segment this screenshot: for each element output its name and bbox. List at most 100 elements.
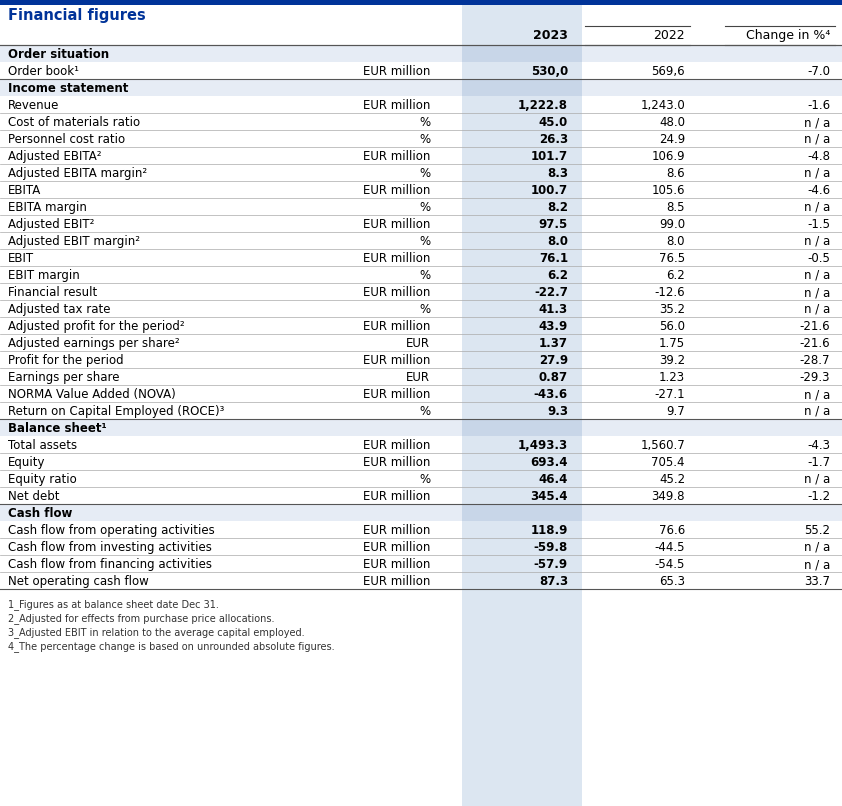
Text: Adjusted tax rate: Adjusted tax rate [8, 303, 110, 316]
Text: 6.2: 6.2 [547, 269, 568, 282]
Text: 9.7: 9.7 [666, 405, 685, 418]
Text: 87.3: 87.3 [539, 575, 568, 588]
Text: EBITA margin: EBITA margin [8, 201, 87, 214]
Text: 9.3: 9.3 [547, 405, 568, 418]
Text: Change in %⁴: Change in %⁴ [746, 29, 830, 42]
Text: 56.0: 56.0 [659, 320, 685, 333]
Text: 118.9: 118.9 [530, 524, 568, 537]
Bar [582, 504, 842, 521]
Text: n / a: n / a [804, 541, 830, 554]
Text: -7.0: -7.0 [807, 65, 830, 78]
Text: 0.87: 0.87 [539, 371, 568, 384]
Text: 569,6: 569,6 [652, 65, 685, 78]
Text: 1.37: 1.37 [539, 337, 568, 350]
Bar [582, 419, 842, 436]
Text: EUR million: EUR million [363, 286, 430, 299]
Text: 39.2: 39.2 [659, 354, 685, 367]
Bar [462, 79, 582, 96]
Text: EUR million: EUR million [363, 150, 430, 163]
Bar [0, 45, 462, 62]
Text: EUR: EUR [406, 337, 430, 350]
Text: -12.6: -12.6 [654, 286, 685, 299]
Text: Balance sheet¹: Balance sheet¹ [8, 422, 107, 435]
Text: 27.9: 27.9 [539, 354, 568, 367]
Text: 99.0: 99.0 [659, 218, 685, 231]
Text: 48.0: 48.0 [659, 116, 685, 129]
Text: 1,493.3: 1,493.3 [518, 439, 568, 452]
Text: 349.8: 349.8 [652, 490, 685, 503]
Text: 8.0: 8.0 [667, 235, 685, 248]
Text: Adjusted EBIT²: Adjusted EBIT² [8, 218, 94, 231]
Bar [582, 45, 842, 62]
Text: 8.3: 8.3 [547, 167, 568, 180]
Text: EUR million: EUR million [363, 490, 430, 503]
Text: 97.5: 97.5 [539, 218, 568, 231]
Text: 76.5: 76.5 [659, 252, 685, 265]
Text: -21.6: -21.6 [799, 320, 830, 333]
Text: Total assets: Total assets [8, 439, 77, 452]
Text: Adjusted EBITA margin²: Adjusted EBITA margin² [8, 167, 147, 180]
Text: Adjusted profit for the period²: Adjusted profit for the period² [8, 320, 184, 333]
Text: n / a: n / a [804, 167, 830, 180]
Text: EUR million: EUR million [363, 99, 430, 112]
Text: Order situation: Order situation [8, 48, 109, 61]
Text: n / a: n / a [804, 473, 830, 486]
Text: 45.2: 45.2 [659, 473, 685, 486]
Text: n / a: n / a [804, 388, 830, 401]
Text: Adjusted earnings per share²: Adjusted earnings per share² [8, 337, 179, 350]
Text: 46.4: 46.4 [539, 473, 568, 486]
Text: EUR: EUR [406, 371, 430, 384]
Text: Personnel cost ratio: Personnel cost ratio [8, 133, 125, 146]
Text: Earnings per share: Earnings per share [8, 371, 120, 384]
Text: Adjusted EBITA²: Adjusted EBITA² [8, 150, 102, 163]
Text: %: % [418, 303, 430, 316]
Text: n / a: n / a [804, 133, 830, 146]
Text: 2023: 2023 [533, 29, 568, 42]
Text: Cash flow: Cash flow [8, 507, 72, 520]
Text: -29.3: -29.3 [800, 371, 830, 384]
Text: %: % [418, 201, 430, 214]
Text: -1.5: -1.5 [807, 218, 830, 231]
Text: EUR million: EUR million [363, 575, 430, 588]
Text: -43.6: -43.6 [534, 388, 568, 401]
Text: -27.1: -27.1 [654, 388, 685, 401]
Text: n / a: n / a [804, 235, 830, 248]
Text: 2022: 2022 [653, 29, 685, 42]
Text: 705.4: 705.4 [652, 456, 685, 469]
Text: 43.9: 43.9 [539, 320, 568, 333]
Text: EBITA: EBITA [8, 184, 41, 197]
Text: 8.0: 8.0 [547, 235, 568, 248]
Text: -0.5: -0.5 [807, 252, 830, 265]
Text: 24.9: 24.9 [658, 133, 685, 146]
Text: %: % [418, 167, 430, 180]
Text: Cash flow from financing activities: Cash flow from financing activities [8, 558, 212, 571]
Text: 8.5: 8.5 [667, 201, 685, 214]
Text: 106.9: 106.9 [652, 150, 685, 163]
Text: Cash flow from operating activities: Cash flow from operating activities [8, 524, 215, 537]
Text: 35.2: 35.2 [659, 303, 685, 316]
Text: -57.9: -57.9 [534, 558, 568, 571]
Text: %: % [418, 269, 430, 282]
Text: EUR million: EUR million [363, 320, 430, 333]
Text: Cash flow from investing activities: Cash flow from investing activities [8, 541, 212, 554]
Text: EBIT: EBIT [8, 252, 35, 265]
Text: -21.6: -21.6 [799, 337, 830, 350]
Text: 1.75: 1.75 [659, 337, 685, 350]
Bar [0, 504, 462, 521]
Bar [0, 79, 462, 96]
Text: 33.7: 33.7 [804, 575, 830, 588]
Text: 26.3: 26.3 [539, 133, 568, 146]
Text: Financial figures: Financial figures [8, 8, 146, 23]
Text: 76.1: 76.1 [539, 252, 568, 265]
Text: n / a: n / a [804, 201, 830, 214]
Text: n / a: n / a [804, 269, 830, 282]
Text: Financial result: Financial result [8, 286, 97, 299]
Text: Net operating cash flow: Net operating cash flow [8, 575, 149, 588]
Text: %: % [418, 116, 430, 129]
Text: 345.4: 345.4 [530, 490, 568, 503]
Text: %: % [418, 133, 430, 146]
Text: 693.4: 693.4 [530, 456, 568, 469]
Text: Adjusted EBIT margin²: Adjusted EBIT margin² [8, 235, 140, 248]
Text: -1.6: -1.6 [807, 99, 830, 112]
Text: -1.2: -1.2 [807, 490, 830, 503]
